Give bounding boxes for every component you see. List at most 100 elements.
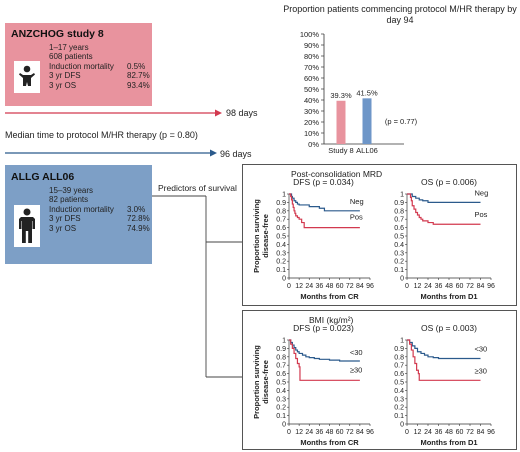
km-y-tick-label: 0.1 (394, 267, 404, 274)
bar-y-tick-label: 60% (304, 74, 319, 83)
anzchog-stats: 1–17 years 608 patients Induction mortalit… (49, 43, 150, 93)
km-x-label: Months from CR (300, 438, 359, 447)
bmi-dfs-chart: DFS (p = 0.023) 0 0.10.2 0.30.40.5 0.60.7 0.8… (252, 323, 374, 447)
km-y-tick-label: 0.6 (394, 225, 404, 232)
km-series-line (289, 339, 360, 381)
km-y-tick-label: 0.1 (276, 413, 286, 420)
km-y-label: Proportion survivingdisease-free (252, 345, 270, 419)
km-title: DFS (p = 0.023) (293, 323, 354, 333)
km-y-tick-label: 0.8 (276, 354, 286, 361)
bar (362, 98, 372, 144)
km-x-tick-label: 36 (435, 283, 443, 290)
km-y-tick-label: 0.3 (276, 250, 286, 257)
stat-label: Induction mortality (49, 61, 114, 71)
km-x-tick-label: 12 (295, 283, 303, 290)
allg-days: 96 days (220, 149, 252, 159)
km-x-tick-label: 12 (414, 429, 422, 436)
bar-y-tick-label: 100% (300, 30, 320, 39)
km-y-tick-label: 0.3 (394, 396, 404, 403)
km-x-tick-label: 12 (414, 283, 422, 290)
km-x-label: Months from D1 (420, 292, 477, 301)
km-y-tick-label: 1 (282, 338, 286, 345)
bar-annotation: (p = 0.77) (385, 117, 418, 126)
bar-y-tick-label: 10% (304, 129, 319, 138)
km-y-tick-label: 0.2 (394, 259, 404, 266)
km-y-tick-label: 0 (282, 276, 286, 283)
anzchog-title: ANZCHOG study 8 (11, 28, 104, 40)
km-series-line (289, 339, 360, 362)
stat-value: 93.4% (127, 80, 150, 90)
km-y-tick-label: 0 (282, 422, 286, 429)
km-x-tick-label: 84 (477, 283, 485, 290)
km-series-line (407, 339, 481, 360)
km-y-tick-label: 0.5 (276, 380, 286, 387)
km-x-tick-label: 60 (456, 429, 464, 436)
km-y-tick-label: 0.9 (394, 200, 404, 207)
km-series-label: Pos (475, 210, 488, 219)
km-series-line (289, 193, 360, 229)
km-y-label-line: Proportion surviving (252, 345, 261, 419)
anzchog-days: 98 days (226, 108, 258, 118)
stat-value: 3.0% (127, 204, 146, 214)
km-y-tick-label: 0.4 (276, 242, 286, 249)
km-y-label-line: disease-free (261, 360, 270, 404)
km-y-tick-label: 1 (282, 192, 286, 199)
km-y-tick-label: 0.8 (394, 354, 404, 361)
km-x-label: Months from CR (300, 292, 359, 301)
km-y-tick-label: 0.5 (394, 380, 404, 387)
km-y-tick-label: 0.2 (394, 405, 404, 412)
km-y-tick-label: 0.8 (276, 208, 286, 215)
km-x-tick-label: 72 (466, 429, 474, 436)
km-series-label: <30 (475, 344, 488, 353)
km-x-tick-label: 60 (456, 283, 464, 290)
stat-label: 3 yr OS (49, 223, 77, 233)
km-y-tick-label: 0.7 (276, 363, 286, 370)
km-y-tick-label: 0.3 (276, 396, 286, 403)
km-x-tick-label: 72 (346, 283, 354, 290)
km-x-tick-label: 36 (315, 283, 323, 290)
allg-title: ALLG ALL06 (11, 171, 75, 183)
km-y-label-line: disease-free (261, 214, 270, 258)
km-x-tick-label: 72 (346, 429, 354, 436)
bar-y-tick-label: 0% (308, 140, 319, 149)
mrd-dfs-chart: DFS (p = 0.034) 0 0.10.2 0.30.40.5 0.60.7 0.8… (252, 177, 374, 301)
km-y-tick-label: 0.6 (276, 225, 286, 232)
km-y-tick-label: 0 (400, 276, 404, 283)
bar-y-tick-label: 90% (304, 41, 319, 50)
km-x-tick-label: 0 (287, 283, 291, 290)
km-y-tick-label: 0.4 (394, 242, 404, 249)
km-x-label: Months from D1 (420, 438, 477, 447)
adult-figure-icon (14, 205, 40, 247)
bar-y-tick-label: 30% (304, 107, 319, 116)
km-y-tick-label: 0.2 (276, 405, 286, 412)
km-x-tick-label: 0 (405, 283, 409, 290)
km-series-label: ≥30 (350, 365, 362, 374)
km-x-tick-label: 36 (435, 429, 443, 436)
mrd-group-title: Post-consolidation MRD (291, 169, 383, 179)
km-x-tick-label: 96 (366, 429, 374, 436)
bmi-group-title: BMI (kg/m²) (309, 315, 354, 325)
km-x-tick-label: 96 (487, 429, 495, 436)
km-title: DFS (p = 0.034) (293, 177, 354, 187)
km-series-line (407, 193, 481, 203)
km-series-line (407, 193, 481, 225)
km-y-tick-label: 0.3 (394, 250, 404, 257)
bar-y-tick-label: 70% (304, 63, 319, 72)
km-y-tick-label: 0.7 (394, 217, 404, 224)
bar-category-label: Study 8 (328, 146, 353, 155)
km-y-label-line: Proportion surviving (252, 199, 261, 273)
stat-label: 3 yr OS (49, 80, 77, 90)
allg-stats: 15–39 years 82 patients Induction mortalit… (49, 186, 150, 236)
km-y-tick-label: 0.4 (276, 388, 286, 395)
km-series-line (407, 339, 481, 381)
km-x-tick-label: 24 (305, 283, 313, 290)
km-x-tick-label: 24 (424, 283, 432, 290)
bar-y-tick-label: 50% (304, 85, 319, 94)
anzchog-study-box: ANZCHOG study 8 1–17 years 608 patients In… (5, 23, 152, 106)
bar-chart-title: Proportion patients commencing protocol … (283, 4, 517, 25)
bar-category-label: ALL06 (356, 146, 378, 155)
stat-label: 1–17 years (49, 43, 89, 52)
km-x-tick-label: 60 (336, 429, 344, 436)
stat-value: 82.7% (127, 71, 150, 81)
km-y-tick-label: 0.1 (276, 267, 286, 274)
